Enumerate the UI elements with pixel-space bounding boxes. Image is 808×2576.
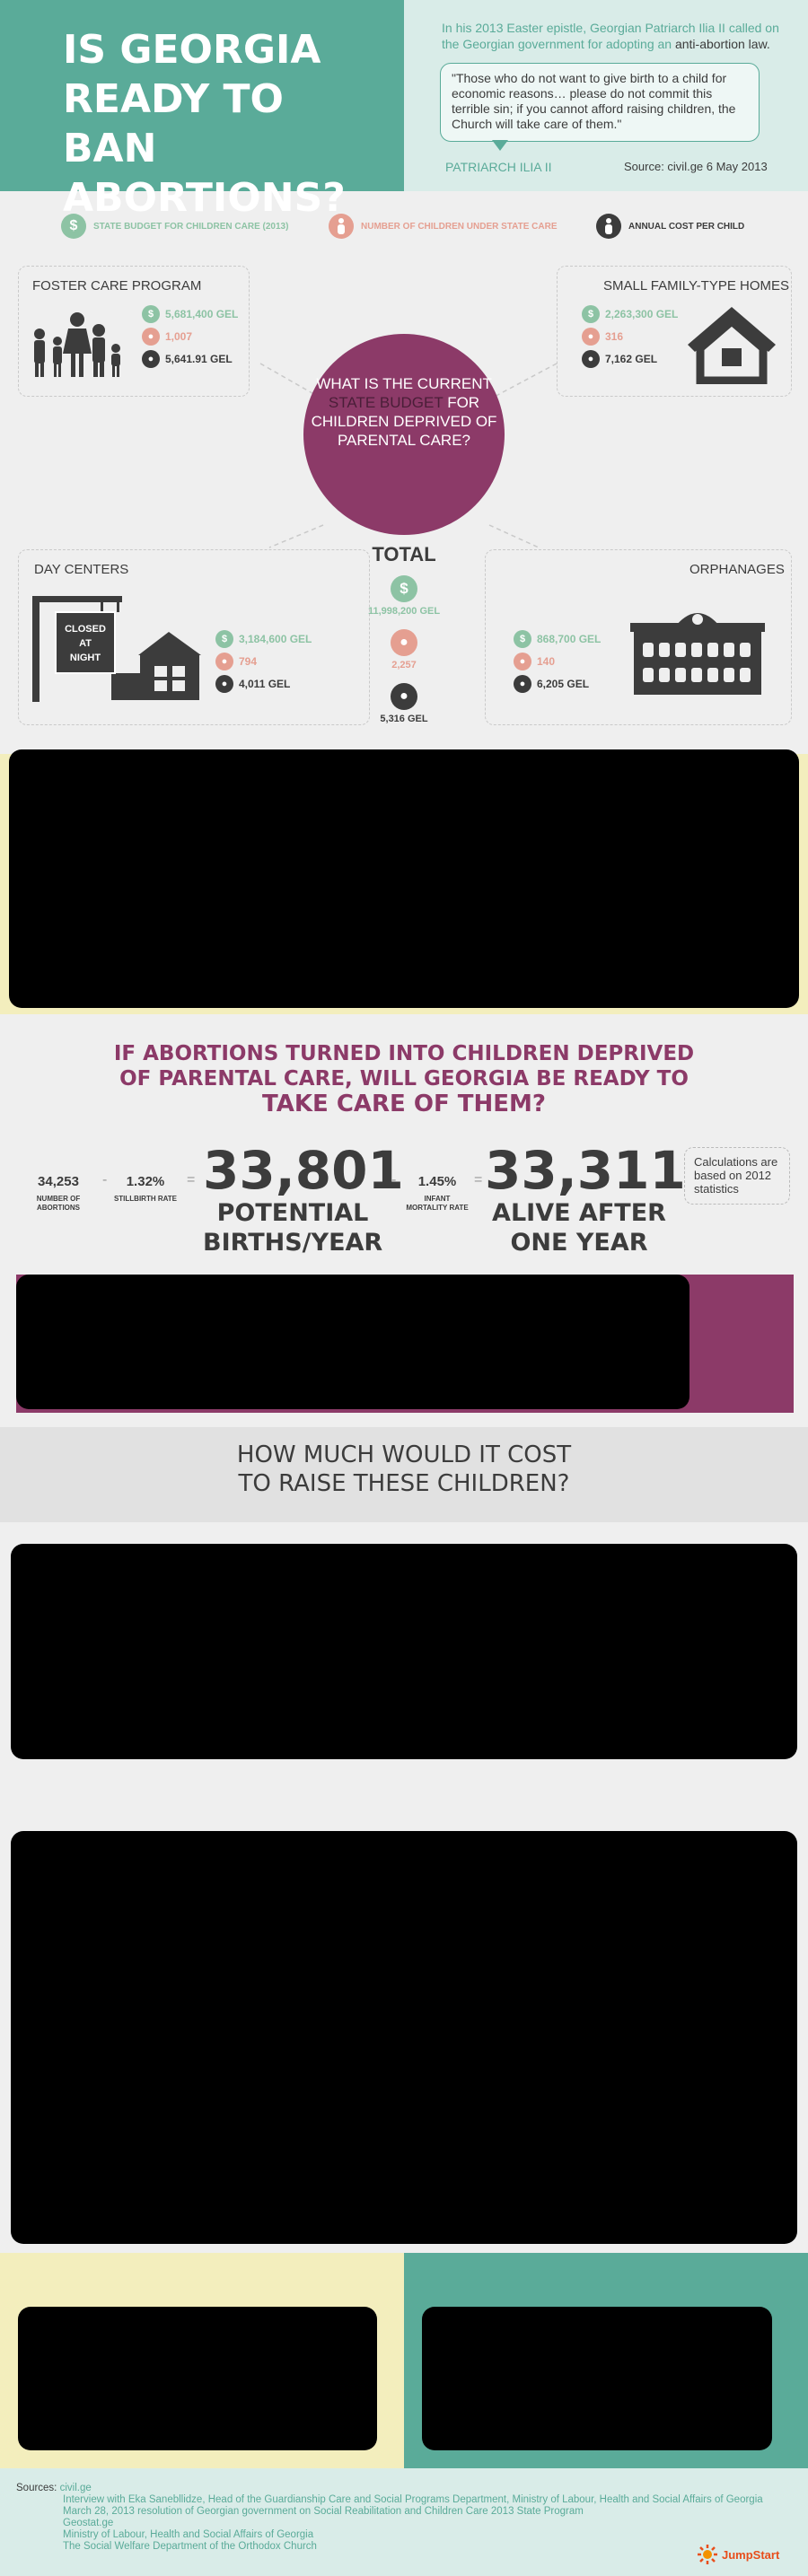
title-line: ABORTIONS?	[63, 175, 346, 221]
stat-budget: 3,184,600 GEL	[239, 633, 312, 645]
total-children: 2,257	[391, 660, 417, 670]
budget-question-circle: WHAT IS THE CURRENT STATE BUDGET FOR CHI…	[303, 334, 505, 535]
dollar-icon: $	[61, 214, 86, 239]
footer	[0, 2468, 808, 2576]
stat-cost: 4,011 GEL	[239, 678, 291, 690]
day-centers-stats: $3,184,600 GEL ● 794 ● 4,011 GEL	[215, 630, 312, 697]
family-homes-title: SMALL FAMILY-TYPE HOMES	[603, 278, 790, 294]
total-cost: 5,316 GEL	[380, 714, 428, 724]
total-column: TOTAL $ 11,998,200 GEL ● 2,257 ● 5,316 G…	[350, 543, 458, 724]
stat-budget: 5,681,400 GEL	[165, 308, 239, 320]
section2-heading: IF ABORTIONS TURNED INTO CHILDREN DEPRIV…	[113, 1042, 695, 1117]
dollar-icon: $	[215, 630, 233, 648]
alive-after-year-stat: 33,311 ALIVE AFTER ONE YEAR	[485, 1140, 686, 1257]
cost-per-child-icon: ●	[142, 350, 160, 368]
day-centers-title: DAY CENTERS	[34, 562, 129, 577]
total-budget: 11,998,200 GEL	[367, 606, 441, 617]
family-icon	[34, 312, 120, 377]
stat-children: 140	[537, 655, 556, 668]
stat-children: 794	[239, 655, 258, 668]
sources-label: Sources:	[16, 2483, 57, 2493]
dollar-icon: $	[142, 305, 160, 323]
jumpstart-logo: JumpStart	[697, 2544, 779, 2565]
stat-cost: 5,641.91 GEL	[165, 353, 233, 365]
day-center-building-icon: CLOSED AT NIGHT	[32, 596, 201, 702]
legend-item-budget: $ STATE BUDGET FOR CHILDREN CARE (2013)	[61, 214, 288, 239]
minus-operator: -	[102, 1172, 108, 1187]
redacted-block	[16, 1275, 689, 1409]
main-title: IS GEORGIA READY TO BAN ABORTIONS?	[63, 25, 386, 223]
sunburst-icon	[698, 2545, 717, 2564]
minus-operator: -	[391, 1172, 397, 1187]
dollar-icon: $	[514, 630, 531, 648]
equals-operator: =	[474, 1172, 483, 1187]
source-item: civil.ge	[59, 2483, 92, 2493]
sources-list: Sources: civil.ge Interview with Eka San…	[16, 2483, 763, 2553]
cost-per-child-icon: ●	[391, 683, 417, 710]
cost-per-child-icon: ●	[514, 675, 531, 693]
title-line: READY TO BAN	[63, 76, 284, 171]
redacted-block	[9, 749, 799, 1008]
stat-children: 316	[605, 330, 624, 343]
child-icon: ●	[582, 328, 600, 346]
cost-section-header	[0, 1427, 808, 1522]
legend-item-cost: ANNUAL COST PER CHILD	[596, 214, 744, 239]
svg-text:NIGHT: NIGHT	[70, 653, 101, 663]
quote-text: "Those who do not want to give birth to …	[452, 71, 736, 131]
source-item: Ministry of Labour, Health and Social Af…	[63, 2529, 314, 2540]
cost-section-title: HOW MUCH WOULD IT COST TO RAISE THESE CH…	[236, 1441, 572, 1497]
stat-cost: 6,205 GEL	[537, 678, 590, 690]
stat-budget: 2,263,300 GEL	[605, 308, 679, 320]
cost-per-child-icon: ●	[215, 675, 233, 693]
dollar-icon: $	[582, 305, 600, 323]
orphanages-title: ORPHANAGES	[689, 562, 785, 577]
svg-text:AT: AT	[79, 638, 92, 649]
child-icon	[329, 214, 354, 239]
redacted-block	[18, 2307, 377, 2450]
stat-children: 1,007	[165, 330, 193, 343]
family-homes-box	[557, 266, 792, 397]
infant-mortality-stat: 1.45% INFANT MORTALITY RATE	[406, 1174, 469, 1212]
stat-cost: 7,162 GEL	[605, 353, 658, 365]
orphanage-building-icon	[630, 613, 765, 695]
dollar-icon: $	[391, 575, 417, 602]
child-icon: ●	[142, 328, 160, 346]
quote-bubble: "Those who do not want to give birth to …	[440, 63, 760, 142]
quote-source: Source: civil.ge 6 May 2013	[624, 160, 768, 173]
quote-author: PATRIARCH ILIA II	[445, 160, 552, 174]
child-icon: ●	[391, 629, 417, 656]
abortions-stat: 34,253 NUMBER OF ABORTIONS	[36, 1174, 81, 1212]
child-icon: ●	[215, 653, 233, 670]
source-item: March 28, 2013 resolution of Georgian go…	[63, 2506, 584, 2517]
orphanages-stats: $868,700 GEL ● 140 ● 6,205 GEL	[514, 630, 601, 697]
potential-births-stat: 33,801 POTENTIAL BIRTHS/YEAR	[203, 1140, 404, 1257]
stat-budget: 868,700 GEL	[537, 633, 602, 645]
stillbirth-stat: 1.32% STILLBIRTH RATE	[113, 1174, 178, 1203]
svg-text:CLOSED: CLOSED	[65, 624, 106, 635]
legend-item-children: NUMBER OF CHILDREN UNDER STATE CARE	[329, 214, 558, 239]
cost-per-child-icon: ●	[582, 350, 600, 368]
family-homes-stats: $2,263,300 GEL ● 316 ● 7,162 GEL	[582, 305, 678, 372]
intro-text: In his 2013 Easter epistle, Georgian Pat…	[442, 21, 779, 51]
header-left-panel	[0, 0, 404, 191]
foster-care-stats: $5,681,400 GEL ● 1,007 ● 5,641.91 GEL	[142, 305, 238, 372]
source-item: Interview with Eka Sanebllidze, Head of …	[63, 2494, 763, 2505]
redacted-block	[11, 1544, 797, 1759]
total-title: TOTAL	[372, 543, 436, 565]
orphanages-box	[485, 549, 792, 725]
redacted-block	[422, 2307, 772, 2450]
source-item: Geostat.ge	[63, 2518, 114, 2528]
equals-operator: =	[187, 1172, 196, 1187]
title-line: IS GEORGIA	[63, 27, 321, 73]
source-item: The Social Welfare Department of the Ort…	[63, 2541, 317, 2552]
foster-care-box	[18, 266, 250, 397]
cost-per-child-icon	[596, 214, 621, 239]
redacted-block	[11, 1831, 797, 2244]
foster-care-title: FOSTER CARE PROGRAM	[32, 278, 202, 294]
day-centers-box	[18, 549, 370, 725]
child-icon: ●	[514, 653, 531, 670]
house-icon	[688, 307, 776, 384]
calculation-note: Calculations are based on 2012 statistic…	[684, 1147, 790, 1205]
quote-bubble-tail	[492, 140, 508, 151]
